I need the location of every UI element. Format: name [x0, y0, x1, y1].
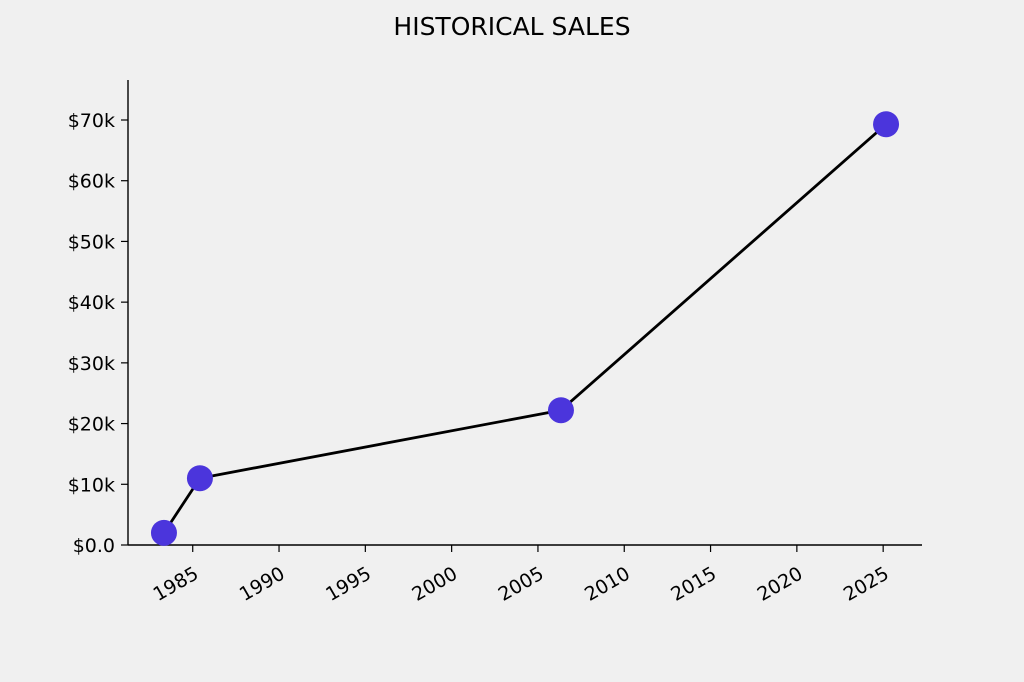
y-tick-label: $20k	[68, 414, 115, 436]
y-tick-label: $40k	[68, 292, 115, 314]
x-axis: 1985 1990 1995 2000 2005 2010 2015 2020 2025	[128, 544, 922, 606]
x-tick-label: 2005	[495, 563, 548, 606]
y-tick-label: $70k	[68, 110, 115, 132]
data-point	[547, 397, 574, 424]
y-axis: $0.0 $10k $20k $30k $40k $50k $60k $70k	[68, 80, 129, 557]
y-tick-label: $60k	[68, 171, 115, 193]
y-tick-label: $0.0	[73, 535, 115, 557]
x-tick-label: 2020	[754, 563, 807, 606]
x-tick-label: 1990	[236, 563, 289, 606]
x-tick-label: 1995	[322, 563, 375, 606]
chart-title: HISTORICAL SALES	[393, 12, 630, 41]
series-line	[162, 123, 887, 534]
data-point	[186, 465, 213, 492]
y-tick-label: $50k	[68, 231, 115, 253]
series	[150, 111, 900, 546]
x-tick-label: 1985	[149, 563, 202, 606]
y-tick-label: $30k	[68, 353, 115, 375]
x-tick-label: 2000	[408, 563, 461, 606]
x-tick-label: 2010	[581, 563, 634, 606]
data-point	[873, 111, 900, 138]
data-point	[150, 519, 177, 546]
y-tick-label: $10k	[68, 474, 115, 496]
x-tick-label: 2015	[667, 563, 720, 606]
x-tick-label: 2025	[840, 563, 893, 606]
